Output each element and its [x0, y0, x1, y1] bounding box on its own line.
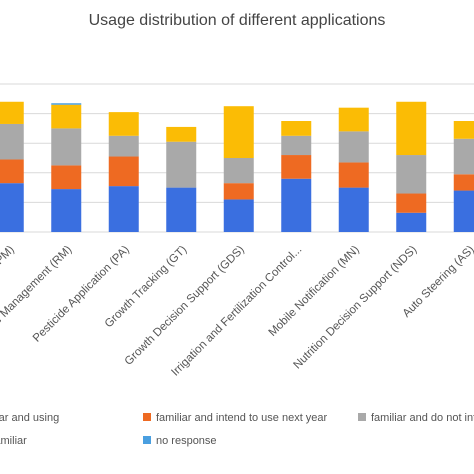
bar-segment-1-2	[108, 156, 139, 187]
bar-segment-0-8	[453, 190, 474, 232]
bar-segment-1-8	[453, 174, 474, 191]
bar-segment-3-3	[166, 126, 197, 142]
bar-segment-2-3	[166, 141, 197, 188]
chart-title: Usage distribution of different applicat…	[88, 12, 386, 29]
bar-segment-3-5	[281, 121, 312, 136]
bar-segment-3-7	[396, 101, 427, 156]
bar-segment-0-7	[396, 212, 427, 232]
bar-segment-1-4	[223, 183, 254, 200]
legend-label: familiar and do not intend to use	[371, 412, 474, 424]
legend-label: not familiar	[0, 435, 27, 447]
x-tick-label: Nutrition Decision Support (NDS)	[292, 244, 420, 372]
bar-segment-3-1	[51, 104, 82, 129]
x-tick-label: Growth Decision Support (GDS)	[123, 244, 247, 368]
bar-segment-0-5	[281, 178, 312, 232]
bar-segment-3-8	[453, 121, 474, 139]
bar-segment-2-5	[281, 135, 312, 156]
x-tick-labels: Precision Pest Management (PPM)Resource …	[0, 244, 474, 380]
bar-segment-4-1	[51, 103, 82, 105]
bar-segment-0-4	[223, 199, 254, 232]
x-tick-label: Irrigation and Fertilization Control...	[169, 244, 304, 379]
bar-segment-0-0	[0, 183, 24, 232]
bar-segment-2-8	[453, 138, 474, 175]
legend-swatch	[143, 436, 151, 444]
bar-segment-2-6	[338, 131, 369, 163]
bar-segment-3-0	[0, 101, 24, 124]
bar-segment-2-1	[51, 128, 82, 166]
bar-segment-2-7	[396, 155, 427, 194]
bar-segment-1-1	[51, 165, 82, 190]
bar-segment-1-0	[0, 159, 24, 184]
bar-segment-0-6	[338, 187, 369, 232]
bar-segment-1-7	[396, 193, 427, 213]
legend: familiar and using familiar and intend to…	[0, 412, 474, 447]
bar-segment-2-4	[223, 158, 254, 184]
bar-segment-2-2	[108, 135, 139, 157]
bar-segment-1-5	[281, 155, 312, 179]
legend-swatch	[358, 413, 366, 421]
legend-swatch	[143, 413, 151, 421]
bar-segment-3-6	[338, 107, 369, 132]
legend-label: no response	[156, 435, 217, 447]
bar-segment-0-3	[166, 187, 197, 232]
bar-segment-2-0	[0, 123, 24, 160]
bar-segment-0-1	[51, 189, 82, 232]
bars	[0, 101, 474, 232]
legend-label: familiar and using	[0, 412, 59, 424]
bar-segment-1-6	[338, 162, 369, 188]
x-tick-label: Pesticide Application (PA)	[31, 244, 132, 345]
bar-segment-3-4	[223, 106, 254, 158]
legend-label: familiar and intend to use next year	[156, 412, 328, 424]
bar-segment-3-2	[108, 112, 139, 136]
bar-segment-0-2	[108, 186, 139, 232]
